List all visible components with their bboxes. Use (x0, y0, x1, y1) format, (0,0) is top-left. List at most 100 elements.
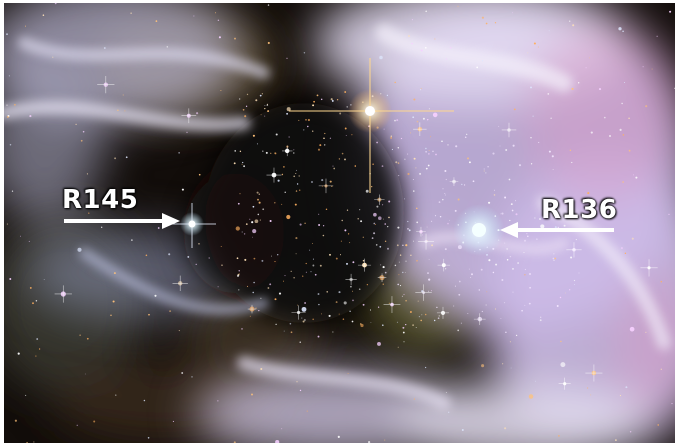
star (381, 165, 384, 167)
star (379, 245, 382, 248)
star (411, 42, 413, 45)
star (186, 131, 188, 134)
star (380, 264, 382, 266)
star (301, 306, 307, 312)
star (457, 198, 460, 201)
star (304, 319, 306, 321)
star (299, 223, 302, 226)
star (615, 439, 617, 441)
star (425, 47, 427, 49)
star (196, 112, 199, 115)
star-spike (473, 313, 486, 326)
star (245, 105, 248, 107)
star-spike (318, 178, 334, 194)
star (52, 56, 54, 58)
star (376, 205, 379, 208)
star (296, 169, 297, 171)
star (504, 196, 507, 199)
star (455, 145, 458, 148)
star (486, 291, 488, 293)
star (28, 240, 30, 242)
star (344, 158, 346, 161)
star (313, 100, 315, 103)
star (344, 127, 347, 130)
star (373, 222, 376, 225)
star-spike (54, 285, 72, 303)
star (509, 255, 512, 258)
star (290, 331, 293, 334)
star (515, 213, 518, 216)
star (290, 270, 292, 272)
star (253, 257, 256, 260)
star (528, 302, 531, 305)
star (401, 295, 403, 297)
star-spike (413, 122, 427, 136)
star (625, 386, 628, 389)
star (622, 30, 624, 33)
star (388, 302, 390, 304)
star (485, 22, 488, 25)
star (234, 37, 236, 40)
star (329, 180, 332, 183)
star (532, 115, 534, 117)
star (320, 313, 322, 315)
star (472, 180, 475, 183)
star (154, 294, 157, 297)
star (494, 22, 497, 24)
star (438, 315, 440, 317)
star (178, 330, 180, 332)
star (495, 263, 498, 266)
star (281, 428, 283, 430)
star (624, 252, 627, 255)
star (241, 163, 243, 165)
star (86, 173, 88, 175)
star (311, 130, 314, 132)
star-spike (436, 306, 450, 319)
star (322, 234, 325, 237)
star (461, 183, 463, 186)
star (405, 323, 407, 326)
star (258, 193, 261, 195)
star (318, 213, 320, 215)
star (269, 219, 272, 223)
star (420, 49, 423, 52)
star (458, 293, 461, 296)
star (260, 297, 262, 299)
star (386, 94, 389, 97)
star (528, 272, 532, 276)
star (422, 234, 424, 236)
star (407, 228, 409, 230)
star (470, 276, 472, 278)
star (329, 137, 332, 139)
star (362, 303, 365, 306)
star (553, 253, 555, 255)
star (357, 217, 359, 220)
star (282, 165, 285, 168)
star (476, 66, 479, 69)
star (397, 283, 400, 286)
star (375, 224, 377, 225)
star (377, 341, 381, 346)
star (337, 435, 340, 438)
star (321, 185, 323, 187)
star (499, 145, 501, 147)
star (373, 212, 377, 217)
star-spike (181, 108, 197, 124)
star (578, 82, 580, 84)
star (255, 307, 257, 309)
star (434, 319, 436, 322)
star (540, 224, 545, 229)
star (378, 216, 382, 220)
star (521, 309, 523, 312)
star (510, 203, 513, 205)
star (552, 205, 554, 207)
star (157, 227, 160, 229)
star (304, 222, 306, 224)
star (288, 136, 290, 138)
star (349, 242, 351, 244)
star (271, 255, 273, 257)
star (434, 38, 436, 40)
star (444, 169, 447, 173)
star (302, 320, 305, 323)
star (274, 298, 277, 301)
